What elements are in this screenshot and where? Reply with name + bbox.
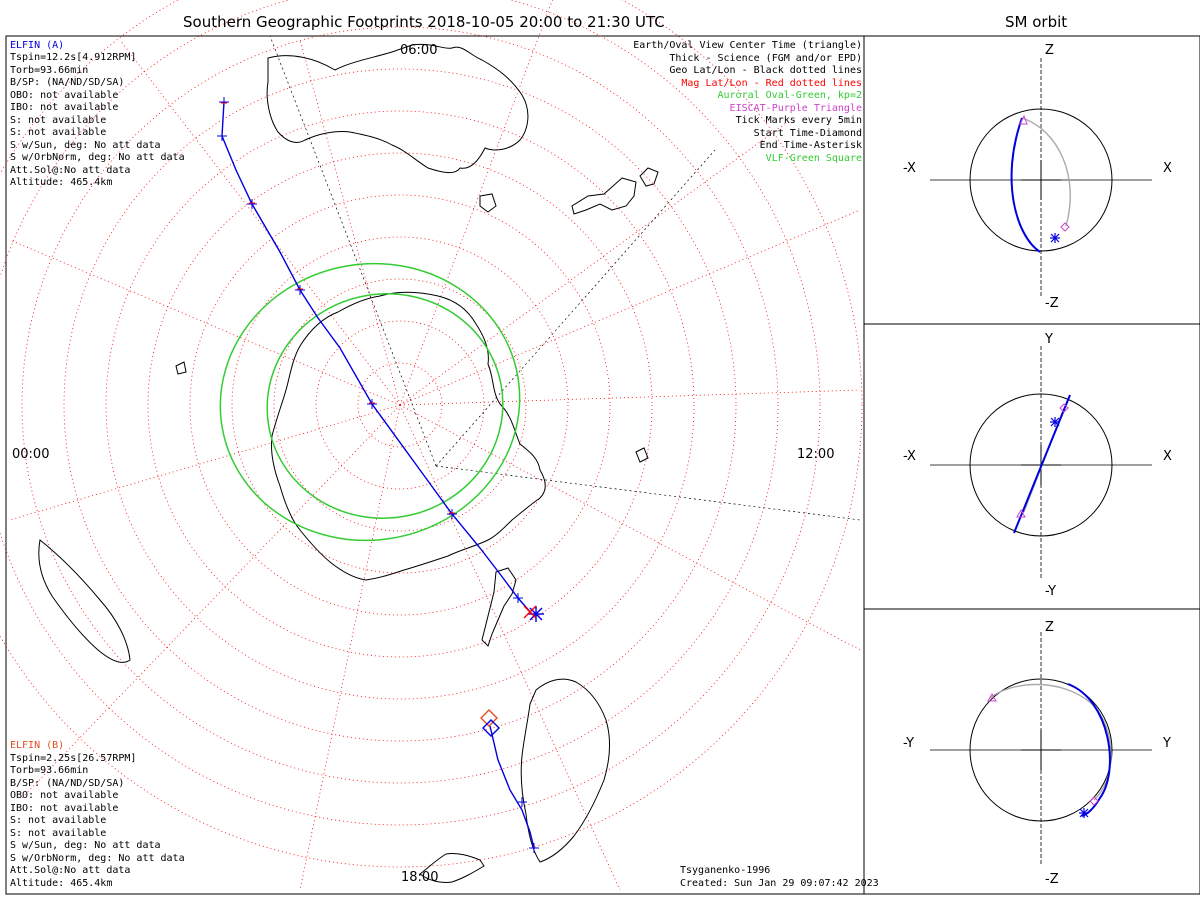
panel3-right-label: Y <box>1163 736 1171 751</box>
elfin-b-line: B/SP: (NA/ND/SD/SA) <box>10 777 125 789</box>
legend-item: Earth/Oval View Center Time (triangle) <box>633 40 862 51</box>
elfin-a-track <box>221 101 533 615</box>
clock-label-bottom: 18:00 <box>401 870 439 885</box>
elfin-a-line: S: not available <box>10 114 107 126</box>
elfin-b-name: ELFIN (B) <box>10 740 65 751</box>
legend-item: Auroral Oval-Green, kp=2 <box>717 90 863 101</box>
africa-outline <box>38 539 131 663</box>
elfin-a-end-asterisk <box>523 605 544 622</box>
main-title: Southern Geographic Footprints 2018-10-0… <box>183 13 665 31</box>
panel2-top-label: Y <box>1045 332 1053 347</box>
continents <box>38 43 659 883</box>
panel2-right-label: X <box>1163 449 1172 464</box>
elfin-a-line: S w/Sun, deg: No att data <box>10 139 161 151</box>
elfin-b-start-diamond <box>480 709 500 737</box>
clock-label-left: 00:00 <box>12 447 50 462</box>
panel3-left-label: -Y <box>903 736 915 751</box>
panel3-top-label: Z <box>1045 620 1054 635</box>
elfin-b-line: S w/Sun, deg: No att data <box>10 840 161 851</box>
tasmania-outline <box>479 193 497 213</box>
new-zealand-north-outline <box>639 167 659 187</box>
panel1-bottom-label: -Z <box>1045 296 1059 311</box>
elfin-b-line: Att.Sol@:No att data <box>10 865 131 876</box>
island2-outline <box>635 447 649 463</box>
elfin-a-line: Torb=93.66min <box>10 64 89 76</box>
legend-item: Mag Lat/Lon - Red dotted lines <box>681 77 862 89</box>
elfin-b-track <box>489 725 535 849</box>
south-america-mainland-outline <box>520 678 611 863</box>
panel2-left-label: -X <box>903 449 916 464</box>
orbit-panel-3 <box>930 632 1152 866</box>
elfin-a-ticks-red <box>221 102 455 514</box>
auroral-oval <box>219 262 521 542</box>
new-zealand-outline <box>571 177 637 215</box>
elfin-b-line: Torb=93.66min <box>10 765 89 776</box>
orbit-panel-2 <box>930 346 1152 580</box>
south-america-outline <box>419 853 485 883</box>
elfin-a-line: Att.Sol@:No att data <box>10 164 131 176</box>
clock-label-right: 12:00 <box>797 447 835 462</box>
australia-outline <box>266 43 529 174</box>
panel1-top-label: Z <box>1045 43 1054 58</box>
elfin-b-line: Altitude: 465.4km <box>10 877 113 889</box>
auroral-oval-outer <box>219 262 521 542</box>
elfin-b-line: S: not available <box>10 815 107 826</box>
orbit-panel-1 <box>930 58 1152 296</box>
legend-item: Start Time-Diamond <box>753 127 862 139</box>
elfin-a-trajectory <box>221 101 533 615</box>
elfin-a-name: ELFIN (A) <box>10 40 65 51</box>
legend-item: VLF-Green Square <box>765 152 862 164</box>
elfin-a-line: Altitude: 465.4km <box>10 177 113 188</box>
legend-item: Tick Marks every 5min <box>735 115 862 126</box>
legend-item: Thick - Science (FGM and/or EPD) <box>669 52 862 64</box>
panel3-bottom-label: -Z <box>1045 872 1059 887</box>
orbit-frame-3 <box>863 608 1200 895</box>
auroral-oval-inner <box>266 293 504 519</box>
geo-grid <box>269 35 861 521</box>
elfin-b-ticks <box>517 797 539 853</box>
legend: Earth/Oval View Center Time (triangle) T… <box>633 40 862 165</box>
elfin-a-line: IBO: not available <box>10 102 119 113</box>
island-outline <box>175 361 187 375</box>
elfin-b-line: S w/OrbNorm, deg: No att data <box>10 852 185 864</box>
panel2-bottom-label: -Y <box>1045 584 1057 599</box>
elfin-a-line: Tspin=12.2s[4.912RPM] <box>10 52 137 63</box>
elfin-b-line: Tspin=2.25s[26.57RPM] <box>10 752 137 764</box>
antarctica-outline <box>271 291 546 581</box>
elfin-b-line: OBO: not available <box>10 790 119 801</box>
peninsula-outline <box>481 567 517 647</box>
panel1-left-label: -X <box>903 161 916 176</box>
panel1-right-label: X <box>1163 161 1172 176</box>
legend-item: Geo Lat/Lon - Black dotted lines <box>669 65 862 76</box>
created-credit: Created: Sun Jan 29 09:07:42 2023 <box>680 877 879 889</box>
legend-item: End Time-Asterisk <box>759 140 862 151</box>
mag-grid <box>0 0 863 891</box>
elfin-b-line: IBO: not available <box>10 802 119 814</box>
elfin-a-line: S: not available <box>10 127 107 138</box>
elfin-a-ticks <box>217 97 523 603</box>
orbit-frame-2 <box>863 323 1200 610</box>
legend-item: EISCAT-Purple Triangle <box>729 102 862 114</box>
elfin-b-line: S: not available <box>10 827 107 839</box>
orbit-title: SM orbit <box>1005 13 1068 31</box>
clock-label-top: 06:00 <box>400 43 438 58</box>
model-credit: Tsyganenko-1996 <box>680 865 771 876</box>
elfin-b-trajectory <box>489 725 535 849</box>
elfin-a-line: B/SP: (NA/ND/SD/SA) <box>10 77 125 88</box>
elfin-a-line: OBO: not available <box>10 89 119 101</box>
elfin-a-line: S w/OrbNorm, deg: No att data <box>10 152 185 163</box>
